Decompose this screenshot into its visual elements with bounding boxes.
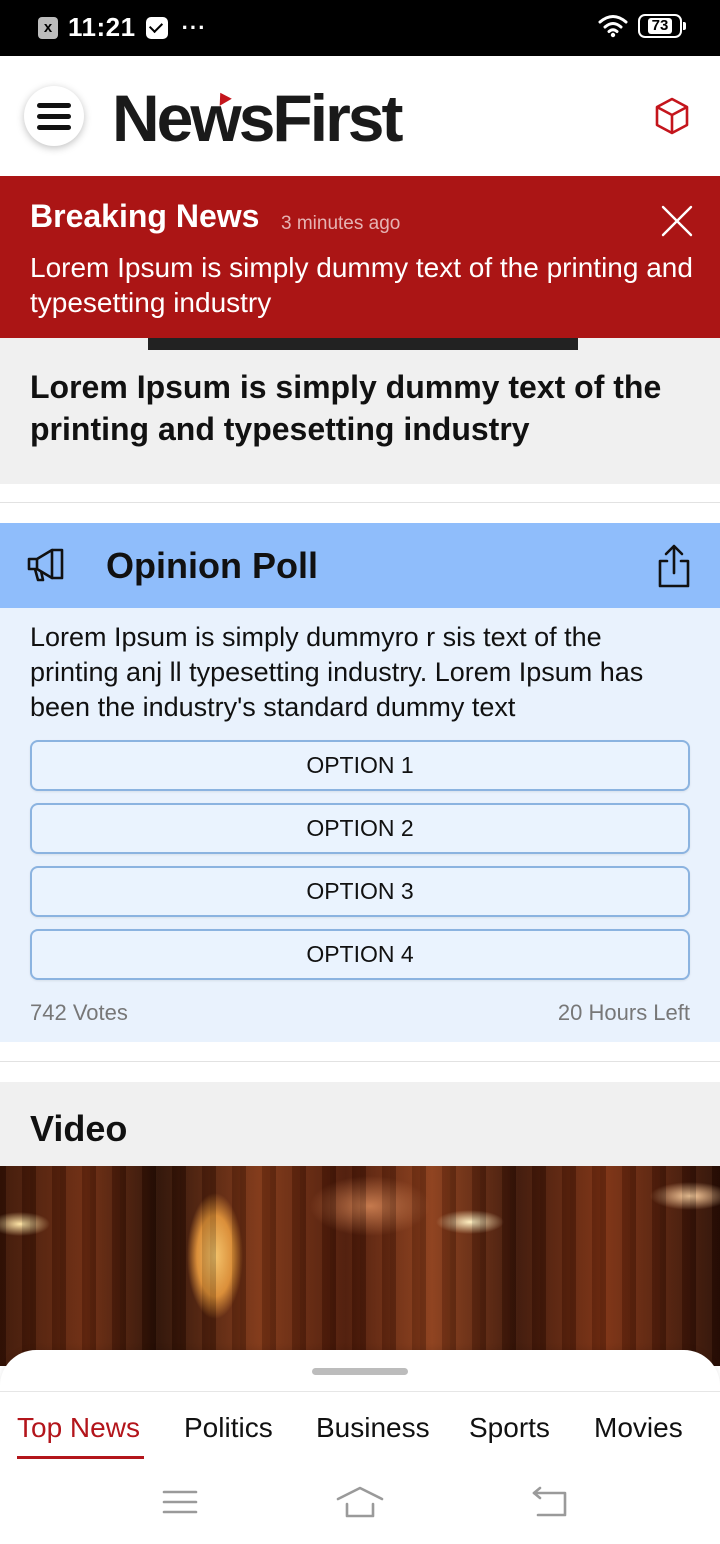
share-icon[interactable] <box>656 543 692 589</box>
status-time: 11:21 <box>68 12 136 42</box>
breaking-news-text: Lorem Ipsum is simply dummy text of the … <box>30 252 693 318</box>
app-header: NewsFirst <box>0 56 720 176</box>
section-divider <box>0 502 720 503</box>
poll-option-2[interactable]: OPTION 2 <box>30 803 690 854</box>
menu-line <box>37 102 71 108</box>
poll-option-4[interactable]: OPTION 4 <box>30 929 690 980</box>
breaking-news-title: Breaking News <box>30 198 260 234</box>
megaphone-icon <box>27 548 64 582</box>
video-thumbnail[interactable] <box>0 1166 720 1366</box>
video-thumbnail-texture <box>0 1166 720 1366</box>
back-icon[interactable] <box>530 1485 570 1519</box>
breaking-news-time: 3 minutes ago <box>281 213 401 234</box>
recent-apps-icon[interactable] <box>160 1485 200 1519</box>
poll-option-1[interactable]: OPTION 1 <box>30 740 690 791</box>
mail-notification-icon <box>145 16 168 39</box>
active-tab-indicator <box>17 1456 144 1459</box>
menu-line <box>37 113 71 119</box>
battery-level: 73 <box>647 18 673 34</box>
opinion-poll-body: Lorem Ipsum is simply dummyro r sis text… <box>0 608 720 1042</box>
more-notifications-icon: ··· <box>181 14 207 40</box>
poll-vote-count: 742 Votes <box>30 1000 128 1025</box>
notification-x-icon: x <box>38 16 58 39</box>
poll-question: Lorem Ipsum is simply dummyro r sis text… <box>30 622 644 722</box>
tab-politics[interactable]: Politics <box>184 1412 273 1443</box>
opinion-poll-header: Opinion Poll <box>0 523 720 608</box>
drag-handle[interactable] <box>312 1368 408 1375</box>
video-section-title: Video <box>30 1108 128 1149</box>
menu-line <box>37 124 71 130</box>
sheet-divider <box>0 1391 720 1392</box>
tab-movies[interactable]: Movies <box>594 1412 683 1443</box>
home-icon[interactable] <box>336 1485 384 1519</box>
bottom-category-sheet: Top News Politics Business Sports Movies <box>0 1350 720 1544</box>
tab-sports[interactable]: Sports <box>469 1412 550 1443</box>
tab-business[interactable]: Business <box>316 1412 430 1443</box>
opinion-poll-title: Opinion Poll <box>106 545 318 586</box>
hamburger-menu-button[interactable] <box>24 86 84 146</box>
close-icon[interactable] <box>660 204 694 238</box>
wifi-icon <box>598 15 628 38</box>
status-bar: x 11:21 ··· 73 <box>0 0 720 56</box>
breaking-news-banner[interactable]: Breaking News 3 minutes ago Lorem Ipsum … <box>0 176 720 338</box>
headline-title: Lorem Ipsum is simply dummy text of the … <box>30 369 662 447</box>
article-image <box>148 338 578 350</box>
newsfirst-logo[interactable]: NewsFirst <box>112 81 403 155</box>
poll-option-3[interactable]: OPTION 3 <box>30 866 690 917</box>
section-divider <box>0 1061 720 1062</box>
poll-time-left: 20 Hours Left <box>557 1000 690 1025</box>
tab-top-news[interactable]: Top News <box>17 1412 140 1443</box>
cube-icon[interactable] <box>652 96 692 136</box>
battery-icon: 73 <box>638 14 686 38</box>
headline-article[interactable]: Lorem Ipsum is simply dummy text of the … <box>0 338 720 484</box>
video-section-header: Video <box>0 1082 720 1166</box>
